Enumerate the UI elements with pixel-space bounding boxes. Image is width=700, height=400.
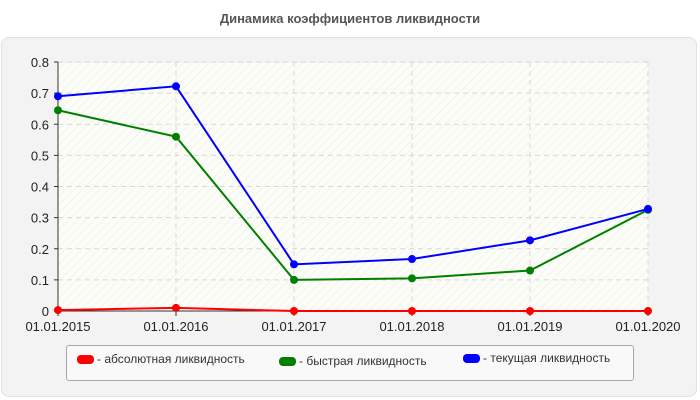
legend-swatch-green-icon [279, 356, 296, 366]
chart-title: Динамика коэффициентов ликвидности [219, 11, 481, 26]
y-tick-label: 0.8 [31, 55, 49, 70]
data-point[interactable] [526, 307, 534, 315]
data-point[interactable] [408, 255, 416, 264]
legend-item-quick: - быстрая ликвидность [279, 354, 427, 368]
data-point[interactable] [290, 307, 298, 315]
y-tick-label: 0.5 [31, 148, 49, 163]
y-tick-label: 0 [42, 304, 49, 319]
data-point[interactable] [290, 260, 298, 269]
data-point[interactable] [290, 275, 298, 284]
legend-label: - абсолютная ликвидность [97, 352, 245, 366]
x-tick-label: 01.01.2019 [497, 319, 562, 334]
legend-item-absolute: - абсолютная ликвидность [77, 352, 245, 366]
y-tick-label: 0.4 [31, 180, 49, 195]
series-ff0000 [54, 303, 652, 315]
legend-label: - быстрая ликвидность [299, 354, 427, 368]
x-tick-label: 01.01.2020 [615, 319, 680, 334]
x-axis-ticks: 01.01.2015 01.01.2016 01.01.2017 01.01.2018… [25, 311, 681, 334]
data-point[interactable] [172, 82, 180, 91]
y-tick-label: 0.7 [31, 86, 49, 101]
y-tick-label: 0.1 [31, 273, 49, 288]
data-point[interactable] [54, 106, 62, 115]
plot-area [58, 63, 648, 311]
data-point[interactable] [526, 236, 534, 245]
series-lines [54, 82, 652, 315]
legend-swatch-red-icon [77, 354, 94, 364]
data-point[interactable] [172, 303, 180, 312]
data-point[interactable] [172, 132, 180, 141]
legend: - абсолютная ликвидность - быстрая ликви… [66, 345, 634, 381]
data-point[interactable] [54, 306, 62, 315]
legend-item-current: - текущая ликвидность [463, 351, 610, 365]
data-point[interactable] [54, 92, 62, 101]
x-tick-label: 01.01.2016 [143, 319, 208, 334]
x-tick-label: 01.01.2017 [261, 319, 326, 334]
series-0000ff [54, 82, 652, 269]
data-point[interactable] [644, 307, 652, 315]
y-tick-label: 0.2 [31, 242, 49, 257]
x-tick-label: 01.01.2018 [379, 319, 444, 334]
data-point[interactable] [408, 307, 416, 315]
legend-swatch-blue-icon [463, 353, 480, 363]
y-axis-ticks: 0 0.1 0.2 0.3 0.4 0.5 0.6 0.7 0.8 [31, 55, 58, 319]
y-tick-label: 0.6 [31, 117, 49, 132]
data-point[interactable] [526, 266, 534, 275]
x-tick-label: 01.01.2015 [25, 319, 90, 334]
data-point[interactable] [408, 274, 416, 283]
data-point[interactable] [644, 204, 652, 213]
y-tick-label: 0.3 [31, 211, 49, 226]
legend-label: - текущая ликвидность [483, 351, 611, 365]
